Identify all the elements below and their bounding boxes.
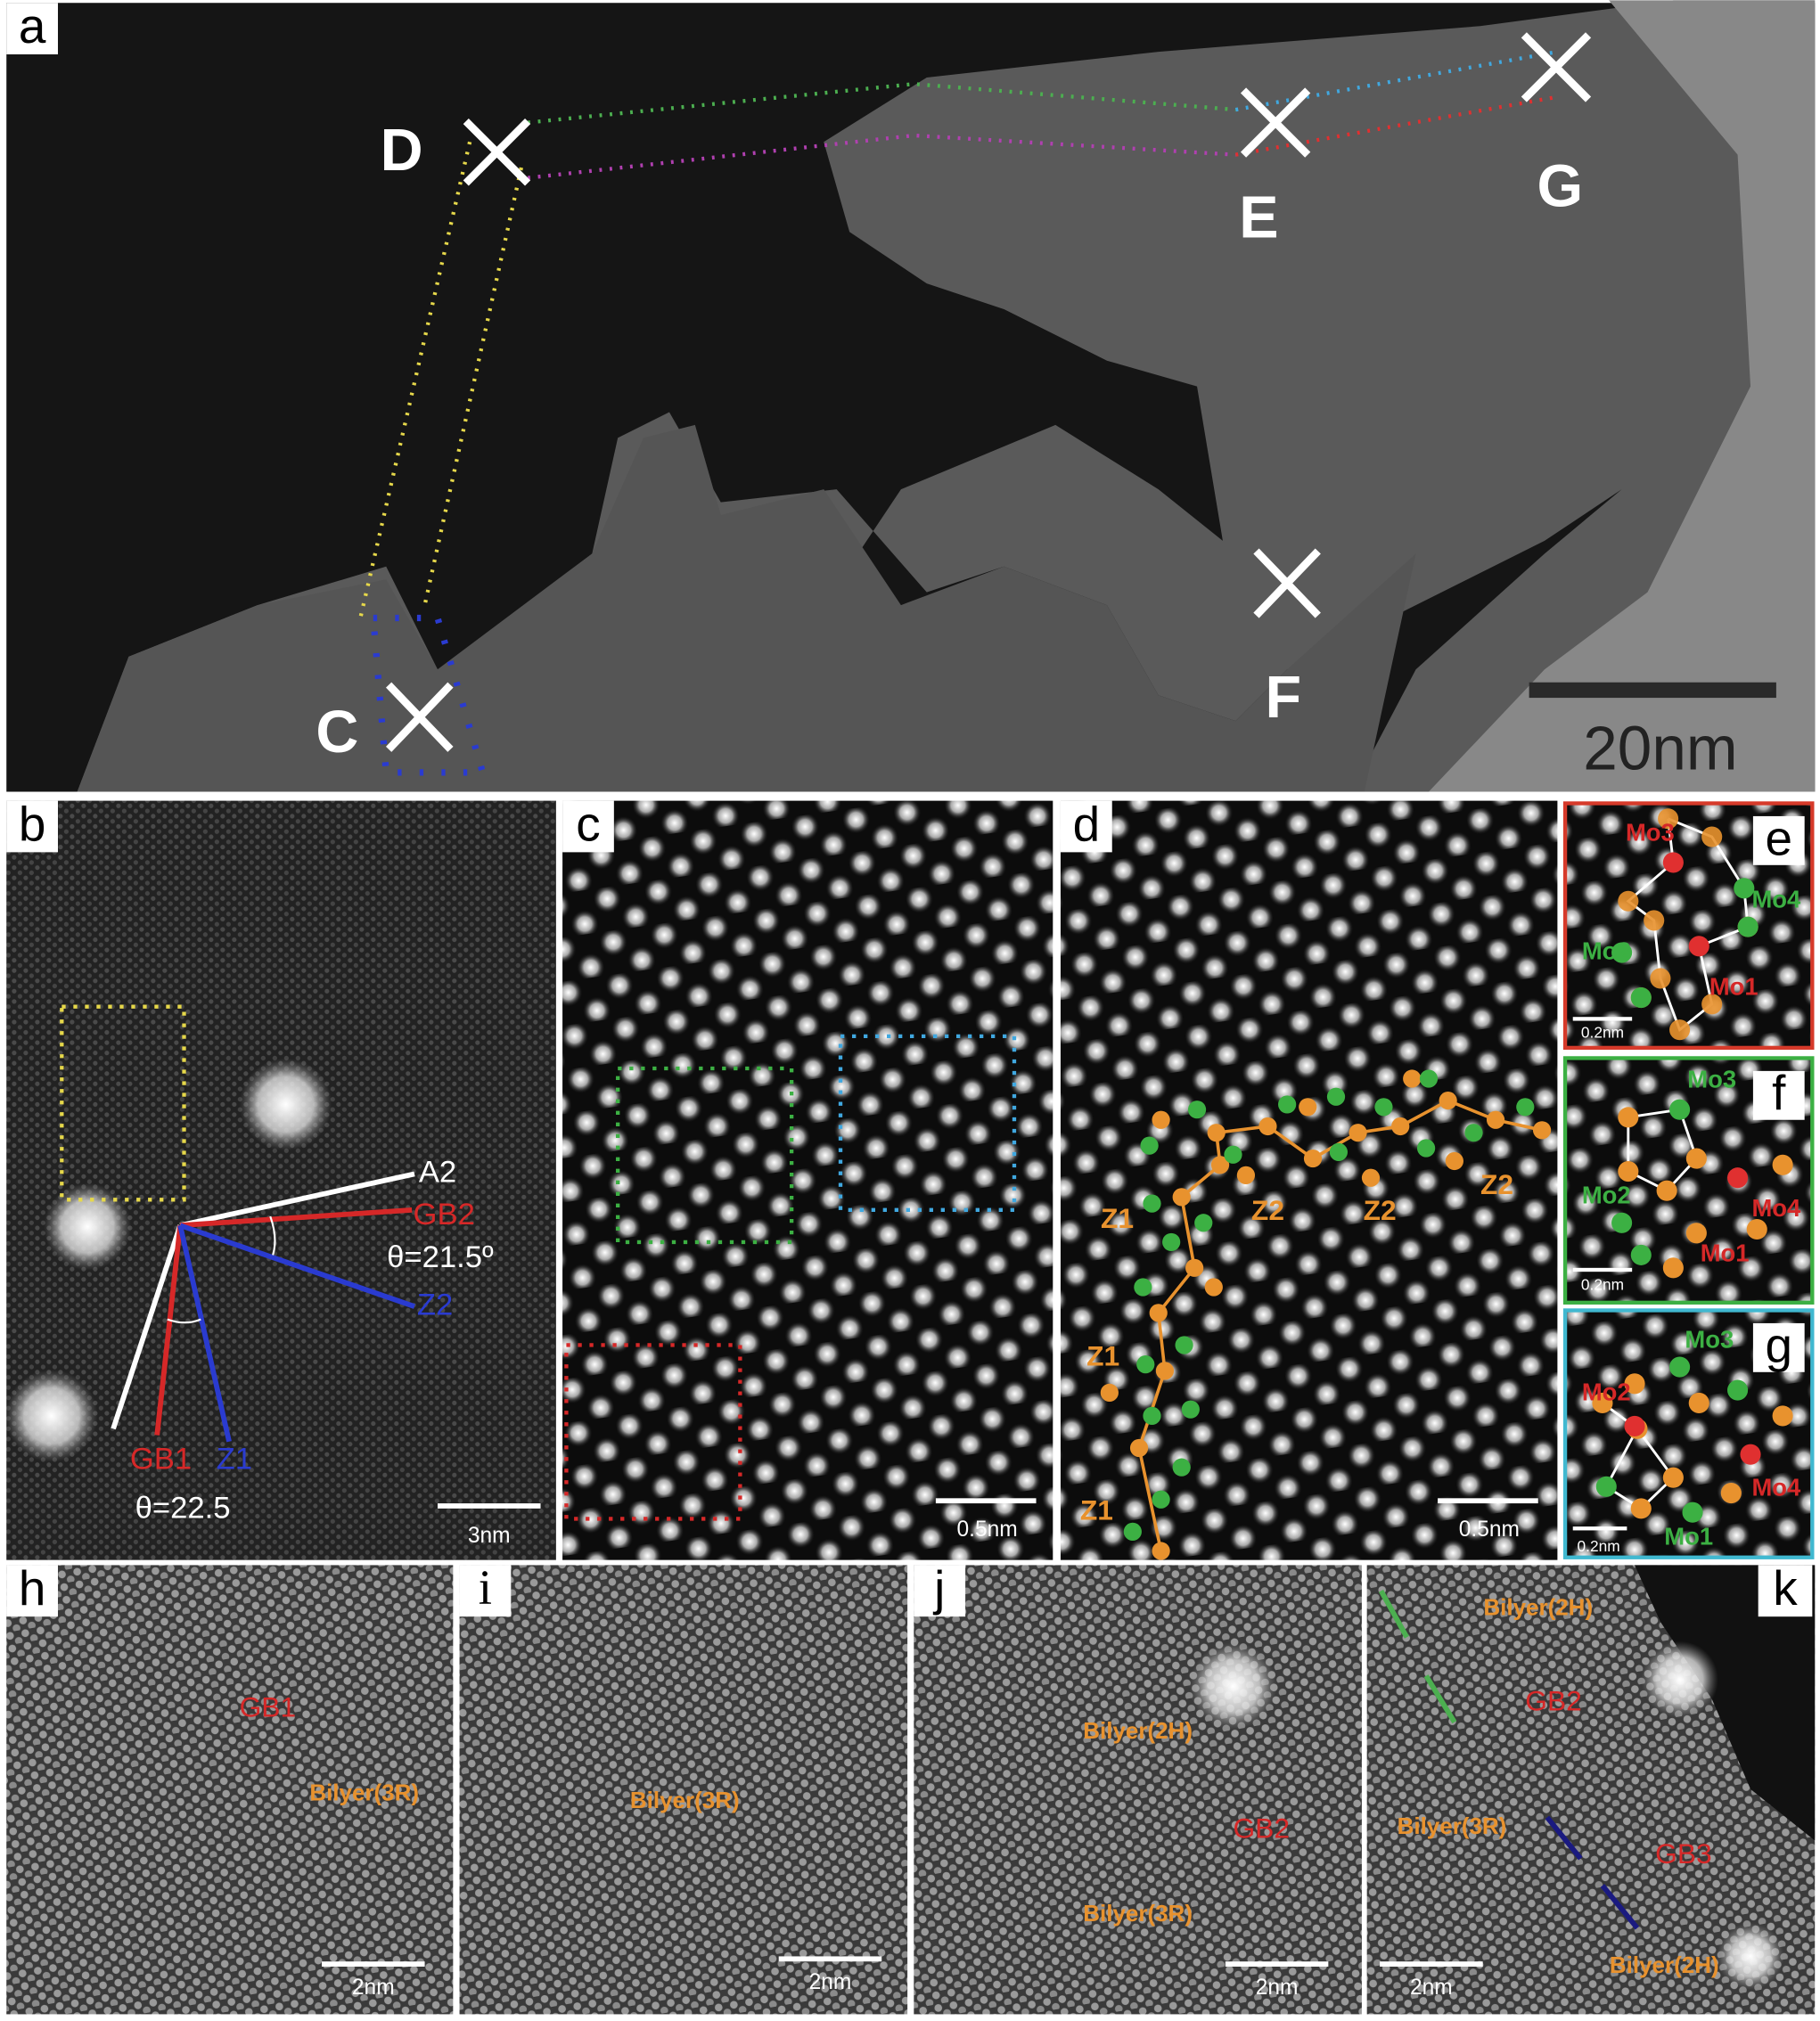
atom-label: Mo3 xyxy=(1687,1066,1736,1093)
panel-k: Bilyer(2H) GB2 Bilyer(3R) GB3 Bilyer(2H)… xyxy=(1366,1560,1816,2015)
marker-label: F xyxy=(1266,665,1302,731)
line-label: A2 xyxy=(419,1156,456,1190)
marker-label: C xyxy=(316,700,358,765)
region-label: Bilyer(2H) xyxy=(1483,1593,1593,1620)
zone-label: Z1 xyxy=(1080,1494,1113,1526)
panel-d: Z1 Z2 Z2 Z2 Z1 Z1 0.5nm d xyxy=(1060,796,1558,1560)
atom-label: Mo3 xyxy=(1685,1325,1734,1353)
region xyxy=(1428,0,1816,792)
panel-j: Bilyer(2H) GB2 Bilyer(3R) 2nm j xyxy=(914,1560,1362,2015)
atom-label: Mo4 xyxy=(1751,1473,1801,1501)
marker-label: G xyxy=(1537,154,1583,220)
panel-g: Mo3 Mo2 Mo4 Mo1 0.2nm g xyxy=(1562,1308,1815,1559)
region-label: Bilyer(3R) xyxy=(1083,1900,1193,1927)
image-c xyxy=(562,800,1053,1560)
panel-label: a xyxy=(19,0,46,53)
panel-i: Bilyer(3R) 2nm i xyxy=(459,1559,908,2015)
panel-label: h xyxy=(19,1560,46,1616)
scale-bar-label: 0.2nm xyxy=(1581,1024,1624,1042)
panel-b: A2 GB2 θ=21.5º Z2 GB1 Z1 θ=22.5 3nm b xyxy=(4,796,556,1560)
line-label: GB2 xyxy=(414,1198,475,1231)
panel-label: b xyxy=(19,796,46,851)
line-label: Z2 xyxy=(417,1288,453,1321)
scale-bar-label: 0.5nm xyxy=(957,1518,1018,1542)
zone-label: Z2 xyxy=(1480,1168,1513,1200)
region-label: Bilyer(3R) xyxy=(309,1779,419,1805)
zone-label: Z1 xyxy=(1086,1339,1119,1371)
region-label: Bilyer(3R) xyxy=(630,1787,740,1813)
panel-label: k xyxy=(1773,1560,1798,1616)
panel-f: Mo3 Mo2 Mo4 Mo1 0.2nm f xyxy=(1562,1056,1815,1305)
scale-bar xyxy=(1529,682,1776,699)
zone-label: Z2 xyxy=(1364,1194,1397,1226)
scale-bar-label: 2nm xyxy=(352,1976,395,2000)
marker-label: D xyxy=(381,118,423,184)
scale-bar-label: 20nm xyxy=(1583,713,1737,782)
scale-bar-label: 0.2nm xyxy=(1581,1276,1624,1294)
atom-label: Mo4 xyxy=(1751,1194,1801,1222)
scale-bar-label: 2nm xyxy=(1410,1976,1453,2000)
marker-label: E xyxy=(1239,184,1278,250)
region-label: GB1 xyxy=(240,1691,297,1723)
panel-c: 0.5nm c xyxy=(562,796,1053,1560)
panel-h: GB1 Bilyer(3R) 2nm h xyxy=(6,1560,454,2015)
scale-bar-label: 0.2nm xyxy=(1578,1537,1620,1555)
atom-label: Mo2 xyxy=(1582,1379,1631,1406)
panel-label: c xyxy=(576,796,600,851)
atom-label: Mo2 xyxy=(1582,1182,1631,1209)
region-label: Bilyer(3R) xyxy=(1398,1812,1507,1839)
atom-label: Mo1 xyxy=(1701,1240,1750,1267)
region-label: GB3 xyxy=(1655,1837,1712,1870)
image-b xyxy=(6,800,556,1560)
cross-markers xyxy=(386,32,1592,752)
region xyxy=(77,424,1416,792)
scale-bar-label: 3nm xyxy=(468,1524,511,1548)
angle-label: θ=21.5º xyxy=(387,1240,494,1274)
panel-label: g xyxy=(1766,1317,1793,1372)
region-label: Bilyer(2H) xyxy=(1610,1951,1719,1978)
region xyxy=(6,0,1816,792)
scale-bar-label: 2nm xyxy=(809,1970,852,1994)
line-label: GB1 xyxy=(130,1443,192,1477)
panel-label: i xyxy=(479,1559,492,1614)
panel-label: f xyxy=(1772,1065,1786,1120)
panel-e: Mo3 Mo4 Mo2 Mo1 0.2nm e xyxy=(1562,801,1815,1051)
panel-a: D E G F C 20nm a xyxy=(6,0,1816,792)
zone-label: Z2 xyxy=(1251,1194,1284,1226)
atom-label: Mo3 xyxy=(1626,818,1675,846)
panel-label: j xyxy=(932,1560,945,1616)
region-label: GB2 xyxy=(1525,1684,1582,1716)
atom-label: Mo4 xyxy=(1751,885,1801,912)
atom-label: Mo2 xyxy=(1582,937,1631,964)
panel-label: e xyxy=(1766,810,1793,865)
atom-label: Mo1 xyxy=(1664,1522,1713,1550)
scale-bar-label: 0.5nm xyxy=(1459,1518,1520,1542)
scale-bar-label: 2nm xyxy=(1256,1976,1299,2000)
line-label: Z1 xyxy=(217,1443,252,1477)
region-label: GB2 xyxy=(1233,1812,1290,1844)
atom-label: Mo1 xyxy=(1709,973,1759,1001)
region-label: Bilyer(2H) xyxy=(1083,1717,1193,1744)
zone-label: Z1 xyxy=(1101,1202,1134,1234)
panel-label: d xyxy=(1073,796,1101,851)
angle-label: θ=22.5 xyxy=(135,1491,231,1525)
